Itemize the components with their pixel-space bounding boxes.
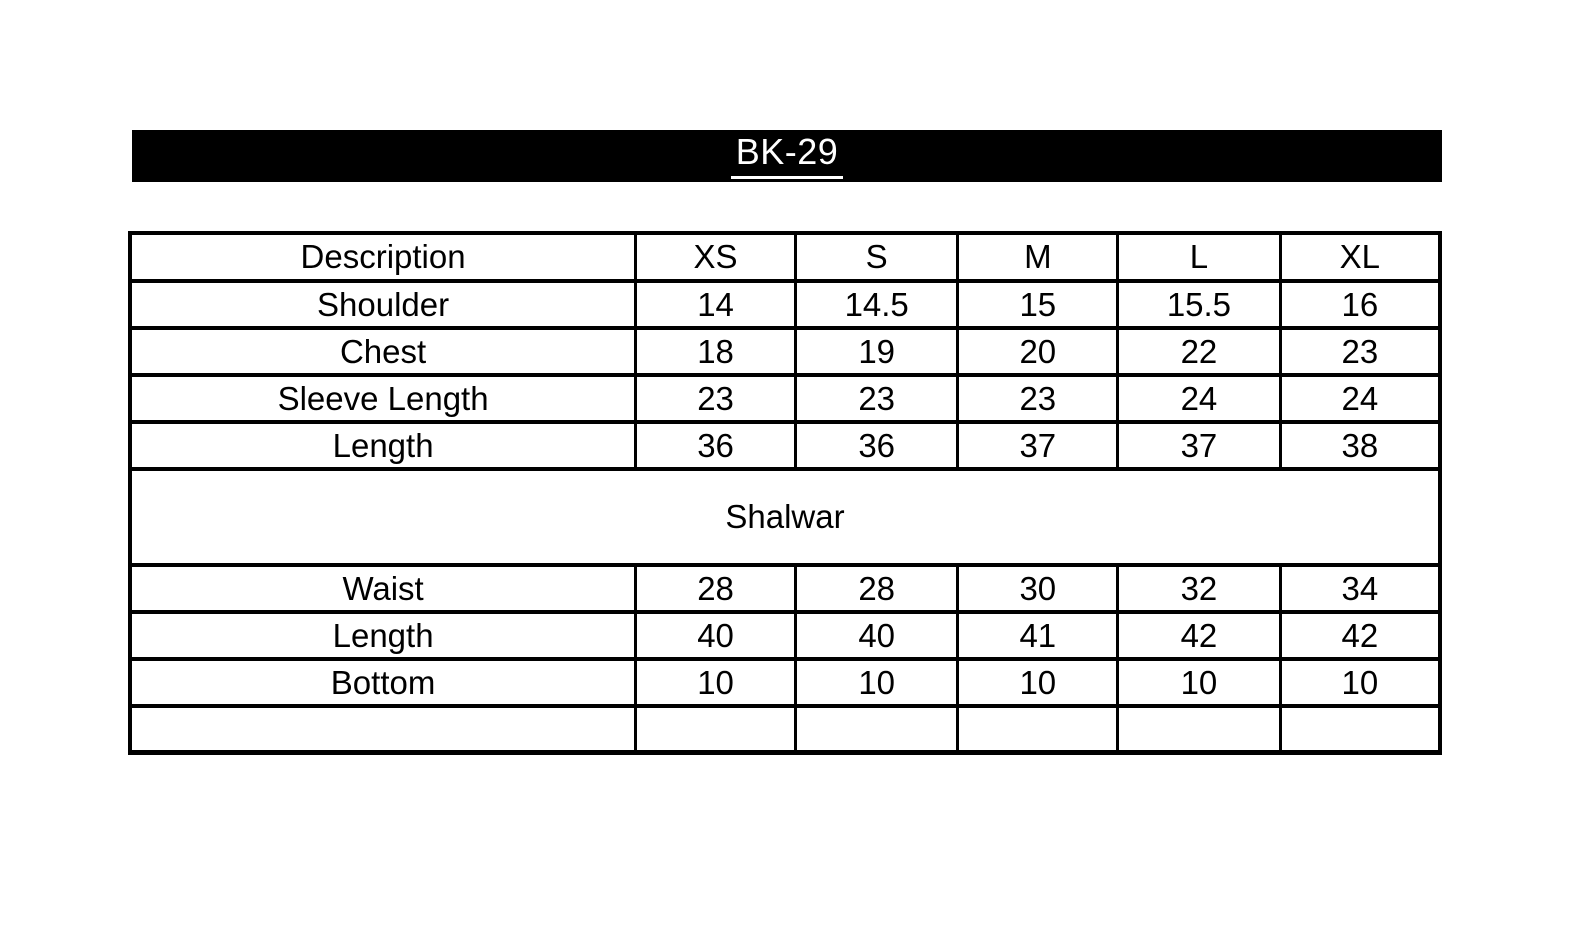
cell-value: 10 xyxy=(1278,657,1442,708)
cell-value: 40 xyxy=(634,610,797,661)
cell-value: 10 xyxy=(956,657,1120,708)
cell-value: 34 xyxy=(1278,563,1442,614)
row-label: Shoulder xyxy=(128,279,638,330)
table-row-bottom: Bottom 10 10 10 10 10 xyxy=(128,657,1442,708)
size-chart-table: Description XS S M L XL Shoulder 14 14.5… xyxy=(128,231,1442,755)
cell-value: 42 xyxy=(1116,610,1282,661)
col-header-l: L xyxy=(1116,231,1282,283)
empty-cell xyxy=(634,704,797,755)
size-chart-container: Description XS S M L XL Shoulder 14 14.5… xyxy=(128,231,1442,755)
section-label-shalwar: Shalwar xyxy=(128,467,1442,567)
cell-value: 19 xyxy=(793,326,960,377)
col-header-description: Description xyxy=(128,231,638,283)
cell-value: 23 xyxy=(634,373,797,424)
col-header-m: M xyxy=(956,231,1120,283)
table-row-empty xyxy=(128,704,1442,755)
empty-cell xyxy=(128,704,638,755)
col-header-s: S xyxy=(793,231,960,283)
cell-value: 40 xyxy=(793,610,960,661)
table-header-row: Description XS S M L XL xyxy=(128,231,1442,283)
cell-value: 20 xyxy=(956,326,1120,377)
col-header-xl: XL xyxy=(1278,231,1442,283)
cell-value: 23 xyxy=(793,373,960,424)
cell-value: 23 xyxy=(956,373,1120,424)
cell-value: 10 xyxy=(634,657,797,708)
row-label: Waist xyxy=(128,563,638,614)
row-label: Sleeve Length xyxy=(128,373,638,424)
table-row-chest: Chest 18 19 20 22 23 xyxy=(128,326,1442,377)
cell-value: 32 xyxy=(1116,563,1282,614)
page-title: BK-29 xyxy=(730,133,844,179)
title-banner: BK-29 xyxy=(132,130,1442,182)
cell-value: 28 xyxy=(634,563,797,614)
cell-value: 14.5 xyxy=(793,279,960,330)
cell-value: 18 xyxy=(634,326,797,377)
table-row-waist: Waist 28 28 30 32 34 xyxy=(128,563,1442,614)
cell-value: 42 xyxy=(1278,610,1442,661)
cell-value: 23 xyxy=(1278,326,1442,377)
table-row-length: Length 36 36 37 37 38 xyxy=(128,420,1442,471)
cell-value: 14 xyxy=(634,279,797,330)
col-header-xs: XS xyxy=(634,231,797,283)
cell-value: 36 xyxy=(793,420,960,471)
cell-value: 15.5 xyxy=(1116,279,1282,330)
row-label: Bottom xyxy=(128,657,638,708)
cell-value: 37 xyxy=(956,420,1120,471)
row-label: Chest xyxy=(128,326,638,377)
empty-cell xyxy=(1278,704,1442,755)
cell-value: 24 xyxy=(1116,373,1282,424)
table-row-shalwar-length: Length 40 40 41 42 42 xyxy=(128,610,1442,661)
empty-cell xyxy=(793,704,960,755)
row-label: Length xyxy=(128,610,638,661)
empty-cell xyxy=(1116,704,1282,755)
row-label: Length xyxy=(128,420,638,471)
cell-value: 22 xyxy=(1116,326,1282,377)
cell-value: 37 xyxy=(1116,420,1282,471)
cell-value: 28 xyxy=(793,563,960,614)
cell-value: 10 xyxy=(793,657,960,708)
section-divider-row: Shalwar xyxy=(128,467,1442,567)
cell-value: 10 xyxy=(1116,657,1282,708)
cell-value: 16 xyxy=(1278,279,1442,330)
cell-value: 36 xyxy=(634,420,797,471)
cell-value: 24 xyxy=(1278,373,1442,424)
table-row-sleeve-length: Sleeve Length 23 23 23 24 24 xyxy=(128,373,1442,424)
empty-cell xyxy=(956,704,1120,755)
table-row-shoulder: Shoulder 14 14.5 15 15.5 16 xyxy=(128,279,1442,330)
cell-value: 41 xyxy=(956,610,1120,661)
cell-value: 38 xyxy=(1278,420,1442,471)
cell-value: 15 xyxy=(956,279,1120,330)
cell-value: 30 xyxy=(956,563,1120,614)
